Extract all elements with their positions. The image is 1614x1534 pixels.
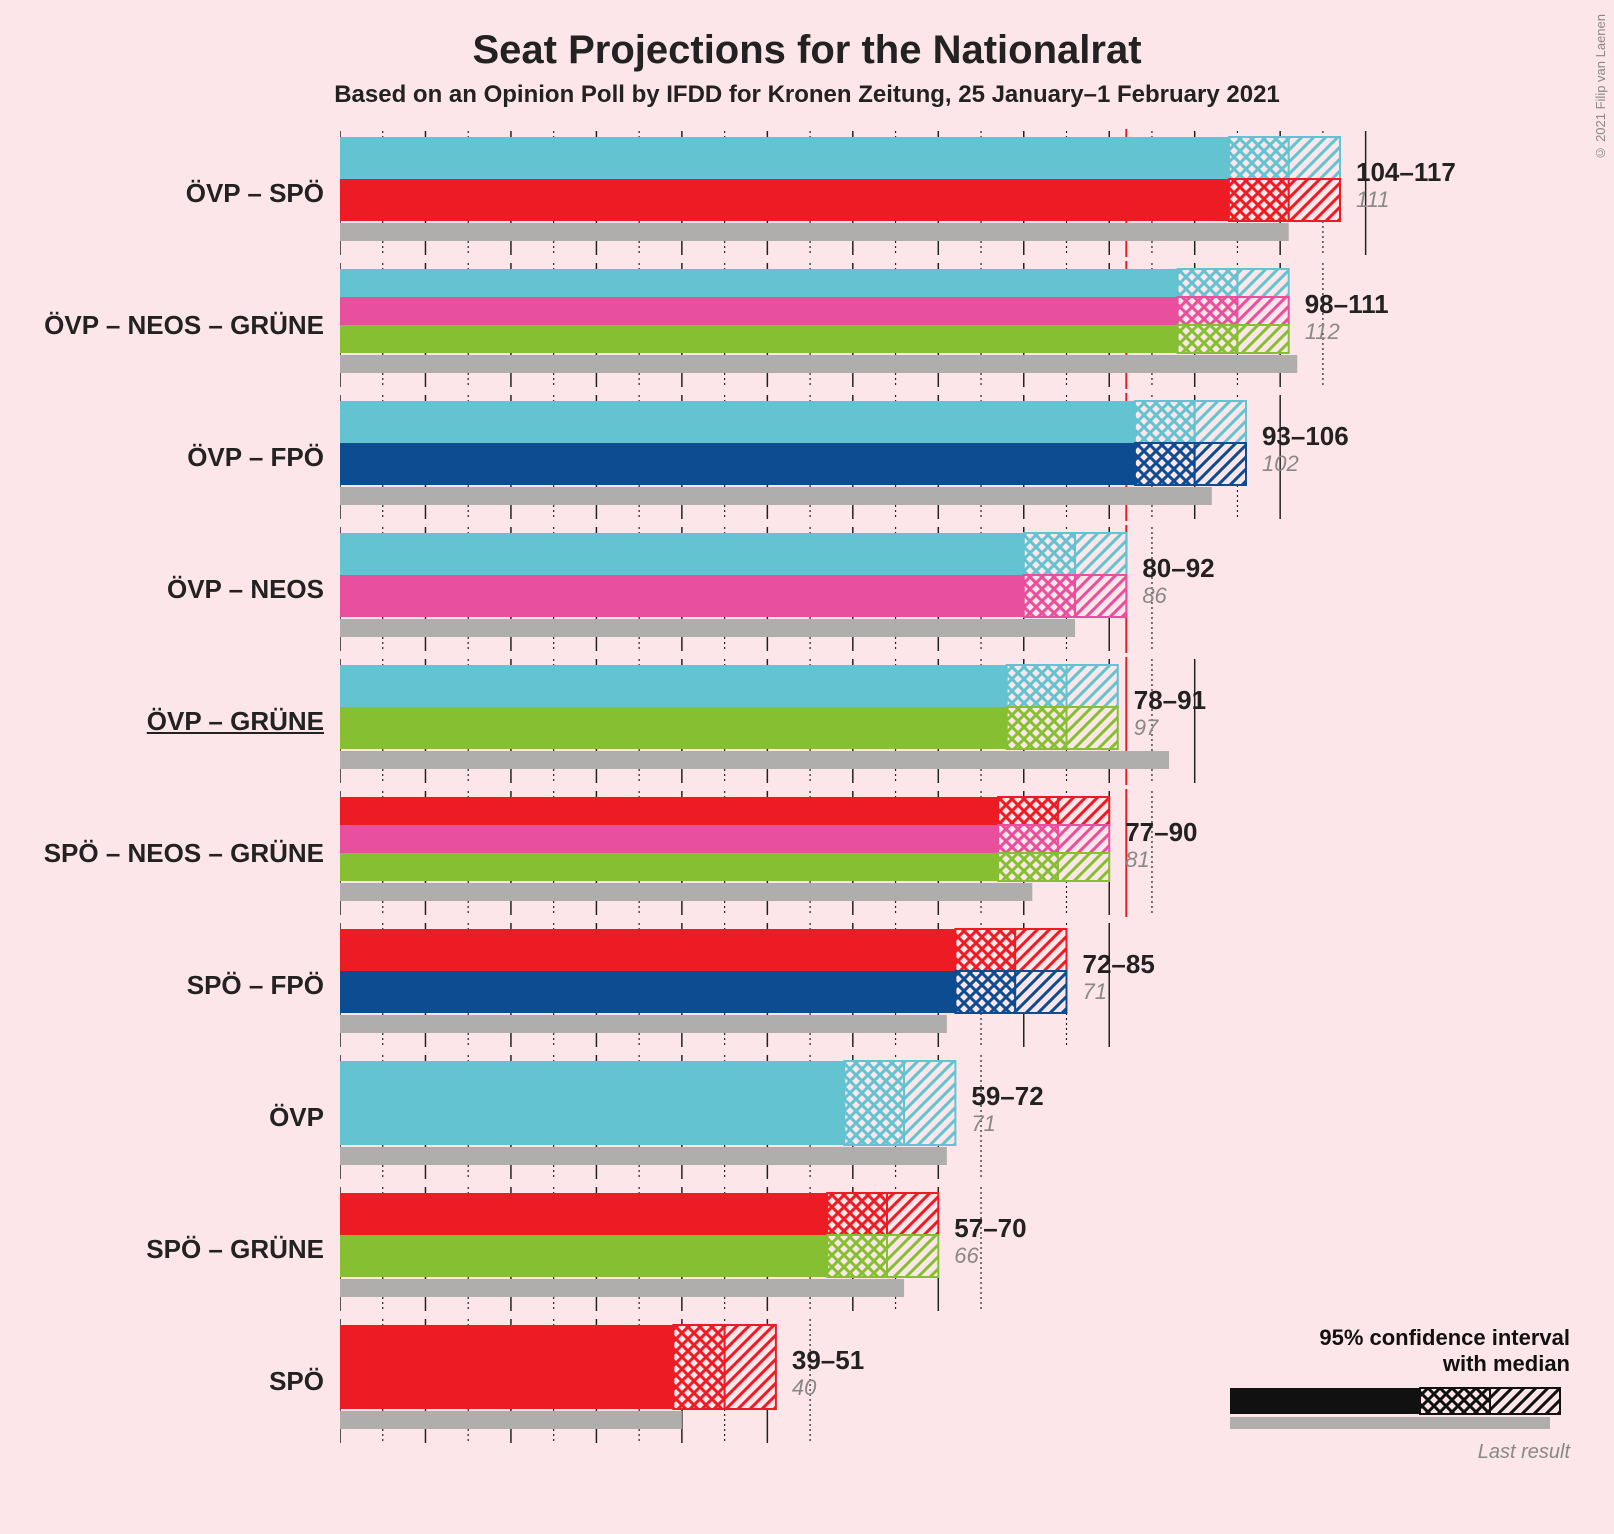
value-range: 104–117 [1356, 157, 1456, 188]
value-range: 57–70 [954, 1213, 1026, 1244]
value-last: 102 [1262, 451, 1299, 477]
value-range: 39–51 [792, 1345, 864, 1376]
row-label: ÖVP – SPÖ [40, 127, 336, 259]
value-last: 86 [1142, 583, 1166, 609]
page-subtitle: Based on an Opinion Poll by IFDD for Kro… [0, 73, 1614, 127]
bar-area: 59–7271 [340, 1051, 1428, 1183]
legend-title: 95% confidence interval with median [1230, 1325, 1570, 1376]
value-range: 93–106 [1262, 421, 1349, 452]
chart-row: ÖVP59–7271 [40, 1051, 1574, 1183]
value-range: 80–92 [1142, 553, 1214, 584]
value-range: 59–72 [971, 1081, 1043, 1112]
row-label: SPÖ – FPÖ [40, 919, 336, 1051]
bar-area: 98–111112 [340, 259, 1428, 391]
row-label: ÖVP – NEOS [40, 523, 336, 655]
bar-area: 93–106102 [340, 391, 1428, 523]
chart-row: ÖVP – FPÖ93–106102 [40, 391, 1574, 523]
value-last: 71 [1082, 979, 1106, 1005]
chart-row: ÖVP – SPÖ104–117111 [40, 127, 1574, 259]
legend: 95% confidence interval with median Last… [1230, 1325, 1570, 1464]
bar-area: 104–117111 [340, 127, 1428, 259]
chart-row: SPÖ – FPÖ72–8571 [40, 919, 1574, 1051]
value-range: 98–111 [1305, 289, 1389, 320]
value-last: 81 [1125, 847, 1149, 873]
value-range: 72–85 [1082, 949, 1154, 980]
value-last: 112 [1305, 319, 1340, 345]
legend-title-line2: with median [1443, 1351, 1570, 1376]
bar-area: 80–9286 [340, 523, 1428, 655]
row-label: SPÖ [40, 1315, 336, 1447]
copyright-text: © 2021 Filip van Laenen [1593, 14, 1608, 161]
bar-area: 72–8571 [340, 919, 1428, 1051]
chart-row: ÖVP – GRÜNE78–9197 [40, 655, 1574, 787]
row-label: ÖVP [40, 1051, 336, 1183]
bar-area: 77–9081 [340, 787, 1428, 919]
legend-title-line1: 95% confidence interval [1319, 1325, 1570, 1350]
seat-projection-chart: ÖVP – SPÖ104–117111ÖVP – NEOS – GRÜNE98–… [40, 127, 1574, 1447]
row-label: SPÖ – GRÜNE [40, 1183, 336, 1315]
chart-row: ÖVP – NEOS80–9286 [40, 523, 1574, 655]
row-label: ÖVP – NEOS – GRÜNE [40, 259, 336, 391]
chart-row: SPÖ – NEOS – GRÜNE77–9081 [40, 787, 1574, 919]
row-label: ÖVP – FPÖ [40, 391, 336, 523]
row-label: ÖVP – GRÜNE [40, 655, 336, 787]
bar-area: 78–9197 [340, 655, 1428, 787]
row-label: SPÖ – NEOS – GRÜNE [40, 787, 336, 919]
value-last: 97 [1134, 715, 1158, 741]
chart-row: SPÖ – GRÜNE57–7066 [40, 1183, 1574, 1315]
value-range: 77–90 [1125, 817, 1197, 848]
value-range: 78–91 [1134, 685, 1206, 716]
value-last: 71 [971, 1111, 995, 1137]
value-last: 40 [792, 1375, 816, 1401]
legend-swatch [1230, 1382, 1570, 1434]
chart-row: ÖVP – NEOS – GRÜNE98–111112 [40, 259, 1574, 391]
bar-area: 57–7066 [340, 1183, 1428, 1315]
page-title: Seat Projections for the Nationalrat [0, 0, 1614, 73]
value-last: 66 [954, 1243, 978, 1269]
legend-last-label: Last result [1230, 1441, 1570, 1464]
value-last: 111 [1356, 187, 1389, 213]
